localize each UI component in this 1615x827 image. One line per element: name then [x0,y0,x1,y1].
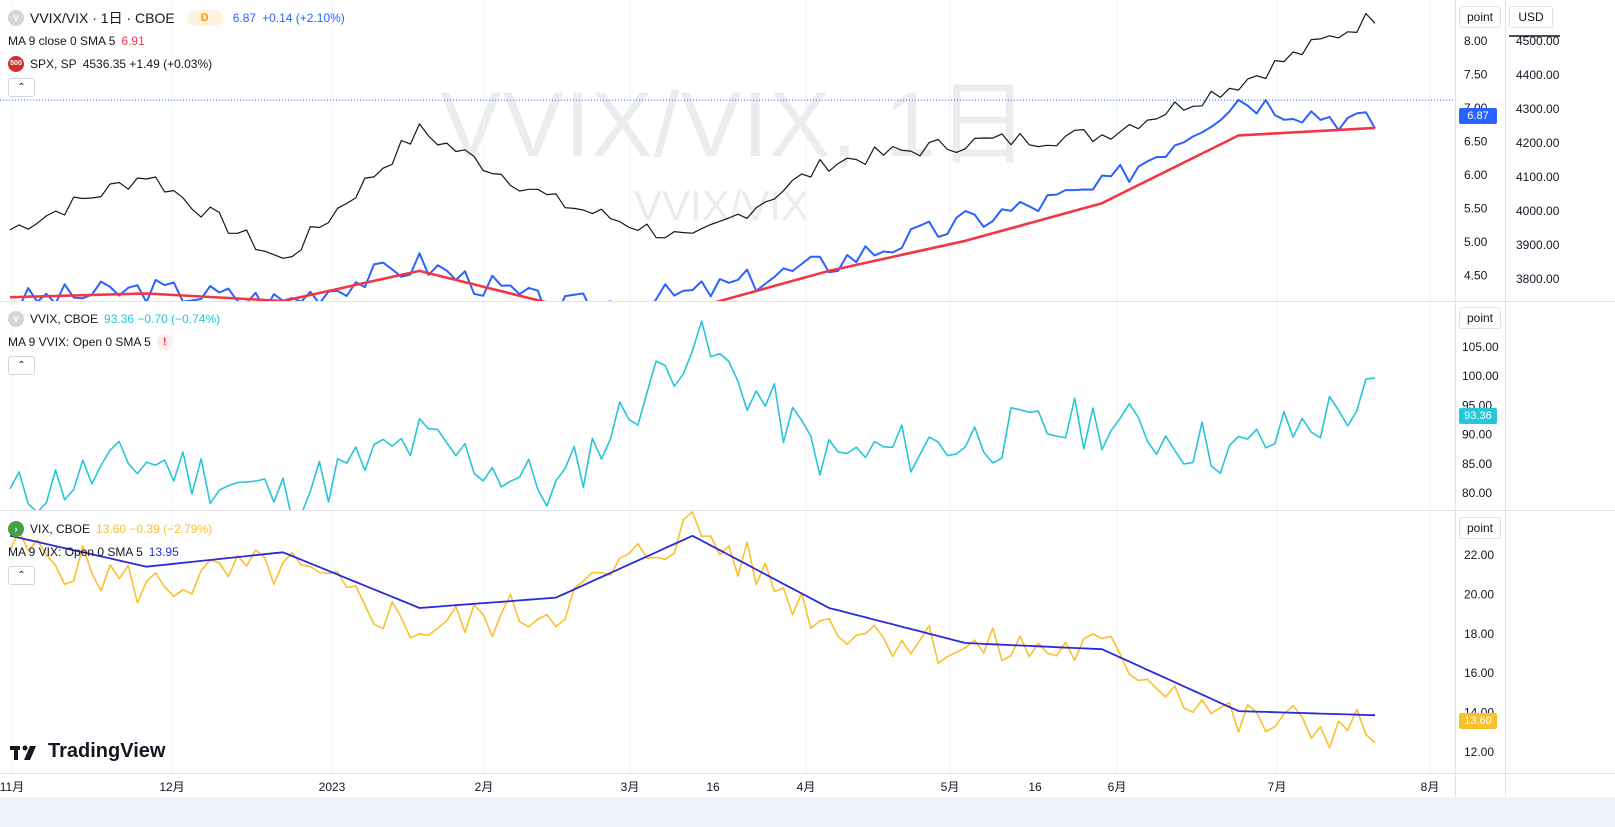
time-tick-label: 3月 [621,780,640,794]
scale-mode-button[interactable]: point [1459,6,1501,28]
ratio-pane[interactable]: VVIX/VIX, 1日 VVIX/VIX [0,0,1505,301]
time-tick-label: 11月 [0,780,24,794]
tradingview-logo[interactable]: TradingView [10,740,165,763]
pane-divider[interactable] [0,301,1615,302]
scale-mode-button[interactable]: point [1459,517,1501,539]
ma-label[interactable]: MA 9 close 0 SMA 5 [8,33,116,48]
spx-icon[interactable]: 500 [8,55,24,72]
warning-icon[interactable]: ! [156,333,173,350]
vix-price-tag: 13.60 [1459,713,1497,729]
time-tick-label: 2月 [475,780,494,794]
ma-value: 6.91 [121,33,145,48]
price-tick-label: 3800.00 [1516,272,1560,286]
price-tick-label: 4400.00 [1516,68,1560,82]
vix-pane[interactable] [0,511,1505,773]
tradingview-icon [10,745,36,760]
scale-mode-button[interactable]: point [1459,307,1501,329]
vvix-pane[interactable] [0,302,1505,510]
collapse-button[interactable]: ⌃ [8,566,35,585]
collapse-button[interactable]: ⌃ [8,356,35,375]
collapse-button[interactable]: ⌃ [8,78,35,97]
compare-label[interactable]: SPX, SP [30,56,77,71]
watermark-title: VVIX/VIX, 1日 [440,74,1030,176]
vvix-plot[interactable] [0,302,1505,510]
symbol-icon[interactable]: V [8,310,24,327]
time-tick-label: 8月 [1421,780,1440,794]
vvix-price-tag: 93.36 [1459,408,1497,424]
price-tick-label: 4300.00 [1516,102,1560,116]
vix-legend: › VIX, CBOE 13.60 −0.39 (−2.79%) MA 9 VI… [8,517,212,585]
ratio-legend: V VVIX/VIX · 1日 · CBOE D 6.87 +0.14 (+2.… [8,6,345,97]
price-tick-label: 4500.00 [1516,34,1560,48]
time-tick-label: 6月 [1108,780,1127,794]
ratio-plot[interactable] [0,0,1505,301]
ma-label[interactable]: MA 9 VVIX: Open 0 SMA 5 [8,334,151,349]
vvix-legend: V VVIX, CBOE 93.36 −0.70 (−0.74%) MA 9 V… [8,307,220,375]
price-change: +0.14 (+2.10%) [262,10,345,25]
bottom-toolbar[interactable] [0,797,1615,827]
price-axis-separator [1455,0,1456,797]
vix-ma-line [9,534,1376,717]
ratio-series-line [21,98,1376,301]
price-tick-label: 4200.00 [1516,136,1560,150]
time-tick-label: 5月 [941,780,960,794]
vix-plot[interactable] [0,511,1505,773]
brand-name: TradingView [48,740,166,762]
vvix-series-line [9,320,1376,510]
price-tick-label: 4100.00 [1516,170,1560,184]
price-tick-label: 3900.00 [1516,238,1560,252]
ratio-price-tag: 6.87 [1459,108,1497,124]
currency-button[interactable]: USD [1509,6,1553,28]
ma-value: 13.95 [148,544,179,559]
symbol-title[interactable]: VIX, CBOE [30,521,91,536]
pane-divider[interactable] [0,510,1615,511]
price-values: 13.60 −0.39 (−2.79%) [96,521,213,536]
ma-label[interactable]: MA 9 VIX: Open 0 SMA 5 [8,544,143,559]
symbol-icon[interactable]: V [8,9,24,26]
symbol-icon[interactable]: › [8,520,24,537]
symbol-title[interactable]: VVIX/VIX · 1日 · CBOE [30,9,175,26]
compare-values: 4536.35 +1.49 (+0.03%) [82,56,213,71]
spx-series-line [9,12,1376,259]
time-tick-label: 4月 [797,780,816,794]
last-price: 6.87 [232,10,257,25]
ratio-ma-line [9,126,1376,301]
vix-series-line [9,511,1376,749]
symbol-title[interactable]: VVIX, CBOE [30,311,99,326]
time-tick-label: 7月 [1268,780,1287,794]
time-axis-labels: 11月 12月 2023 2月 3月 16 4月 5月 16 6月 7月 8月 [0,780,1440,794]
time-axis[interactable]: 11月 12月 2023 2月 3月 16 4月 5月 16 6月 7月 8月 [0,773,1615,797]
price-values: 93.36 −0.70 (−0.74%) [104,311,221,326]
price-tick-label: 4000.00 [1516,204,1560,218]
time-tick-label: 2023 [319,780,346,794]
interval-badge[interactable]: D [186,9,223,26]
time-tick-label: 12月 [159,780,184,794]
chevron-up-icon: ⌃ [17,569,26,581]
time-tick-label: 16 [706,780,720,794]
price-axis-separator [1505,0,1506,797]
time-tick-label: 16 [1028,780,1042,794]
chevron-up-icon: ⌃ [17,81,26,93]
chevron-up-icon: ⌃ [17,359,26,371]
